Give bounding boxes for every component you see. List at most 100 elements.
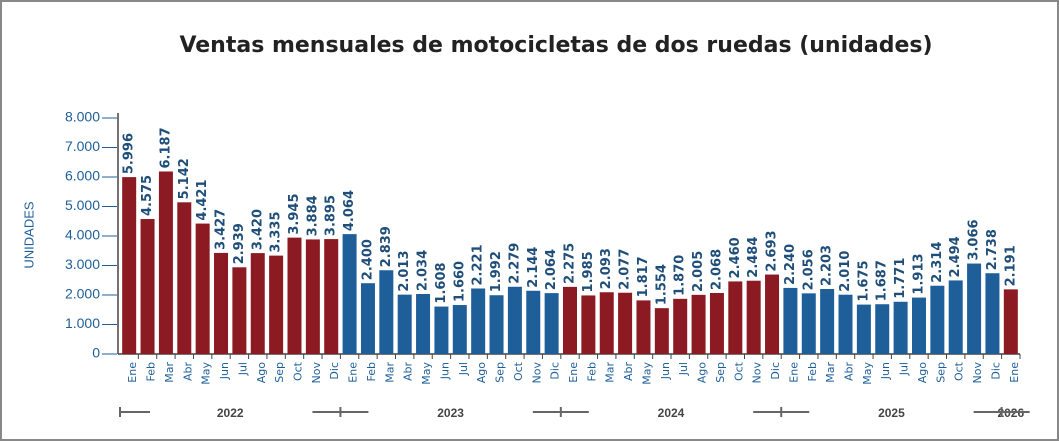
bar [691,294,706,354]
x-tick-label: Jul [236,362,249,376]
x-tick-label: Oct [732,361,745,381]
x-tick-label: Jul [898,362,911,376]
bar [856,304,871,354]
data-label: 3.066 [967,219,982,260]
bar [967,263,982,354]
data-label: 1.870 [673,255,688,296]
data-label: 1.771 [893,258,908,299]
data-label: 3.945 [287,193,302,234]
data-label: 4.575 [140,175,155,216]
data-label: 2.400 [360,239,375,280]
x-tick-label: Jun [438,362,451,380]
bar [177,202,192,354]
data-label: 1.992 [489,251,504,292]
x-tick-label: Nov [971,362,984,384]
data-label: 2.839 [379,226,394,267]
y-tick-label: 3.000 [65,256,100,272]
bar [985,273,1000,354]
year-label: 2022 [217,406,244,420]
data-label: 1.660 [452,261,467,302]
bar [379,270,394,354]
x-tick-label: Oct [512,361,525,381]
data-label: 2.093 [599,248,614,289]
x-tick-label: Jun [659,362,672,380]
data-label: 1.608 [434,262,449,303]
x-tick-label: Ene [347,362,360,383]
data-label: 2.494 [948,236,963,277]
x-tick-label: May [200,362,213,385]
data-label: 2.484 [746,237,761,278]
bar [563,286,577,354]
data-label: 4.421 [195,179,210,220]
data-label: 2.013 [397,250,412,291]
data-label: 2.191 [1003,245,1018,286]
data-label: 1.687 [875,260,890,301]
bar [765,274,780,354]
y-tick-label: 5.000 [65,197,100,213]
bar [526,290,541,354]
x-tick-label: May [640,362,653,385]
x-tick-label: Feb [585,362,598,381]
x-tick-label: Mar [824,362,837,383]
data-label: 4.064 [342,190,357,231]
y-tick-label: 2.000 [65,286,100,302]
bar [581,295,596,354]
bar [930,285,945,354]
bar [360,283,375,354]
bar [305,239,320,354]
bar [342,234,357,354]
bar [232,267,247,354]
bar [158,171,173,354]
x-tick-label: Ene [567,362,580,383]
x-tick-label: Feb [365,362,378,381]
bar [746,280,761,354]
x-tick-label: Ago [696,362,709,384]
x-tick-label: Abr [622,362,635,382]
data-label: 3.420 [250,209,265,250]
x-tick-label: Nov [310,362,323,384]
bar [471,288,486,354]
year-label: 2025 [878,406,905,420]
bar [269,255,284,354]
x-tick-label: Mar [383,362,396,383]
bar [434,306,449,354]
data-label: 3.895 [324,195,339,236]
bar [195,223,210,354]
y-tick-label: 0 [92,345,100,361]
x-tick-label: Jul [677,362,690,376]
bar [728,281,743,354]
data-label: 2.279 [507,243,522,284]
y-tick-label: 8.000 [65,109,100,125]
bar [452,305,467,354]
bar [801,293,816,354]
bar [544,293,559,354]
data-label: 5.142 [177,158,192,199]
x-tick-label: Oct [953,361,966,381]
x-tick-label: Dic [549,362,562,380]
bar [250,253,265,354]
x-tick-label: Ago [255,362,268,384]
y-tick-label: 4.000 [65,227,100,243]
data-label: 2.275 [563,243,578,284]
data-label: 3.884 [305,195,320,236]
bar [673,298,688,354]
year-label: 2024 [658,406,685,420]
bar [287,237,302,354]
x-tick-label: Oct [291,361,304,381]
x-tick-label: Sep [714,362,727,383]
data-label: 1.985 [581,251,596,292]
x-tick-label: Sep [273,362,286,383]
x-tick-label: Feb [145,362,158,381]
data-label: 2.056 [801,249,816,290]
bar [636,300,651,354]
y-tick-label: 6.000 [65,168,100,184]
data-label: 2.240 [783,244,798,285]
y-tick-label: 7.000 [65,138,100,154]
data-label: 1.817 [636,256,651,297]
x-tick-label: Abr [181,362,194,382]
x-tick-label: Sep [494,362,507,383]
year-label: 2023 [437,406,464,420]
data-label: 2.939 [232,223,247,264]
x-tick-label: Abr [402,362,415,382]
